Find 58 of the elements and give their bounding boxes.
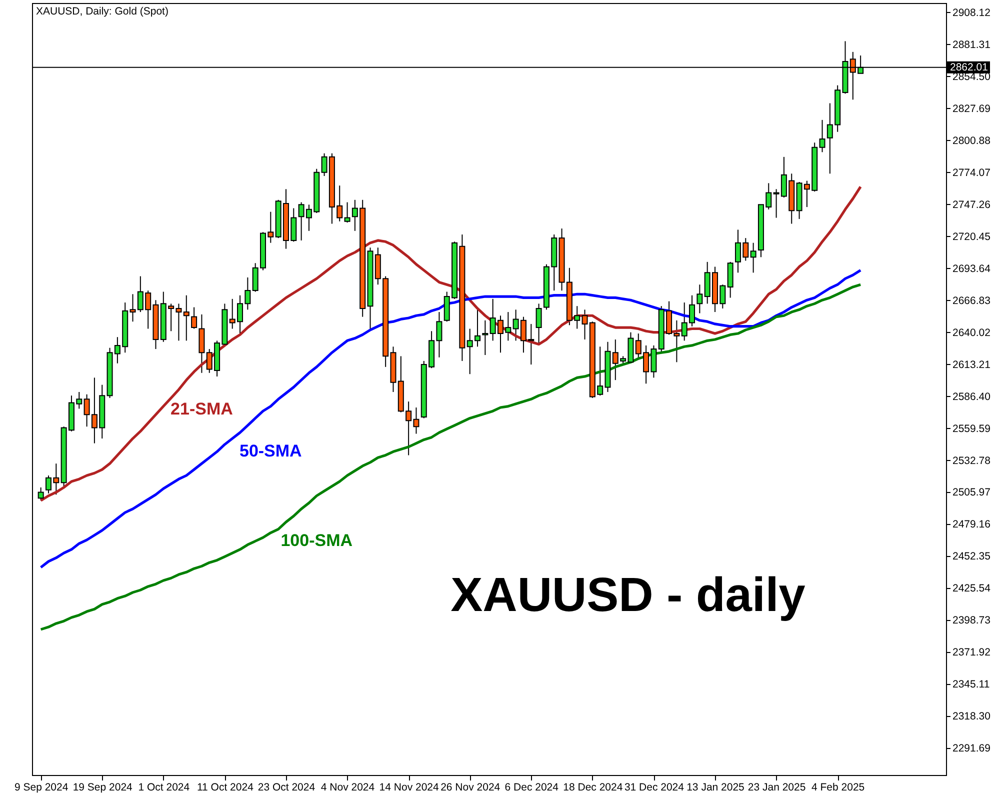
y-tick-label: 2532.78 (952, 454, 991, 467)
y-tick-label: 2666.83 (952, 294, 991, 307)
y-tick-label: 2345.11 (952, 678, 990, 691)
y-tick-label: 2908.12 (952, 6, 991, 19)
candlestick (191, 306, 198, 330)
line-series (40, 268, 862, 569)
y-tick-label: 2827.69 (952, 102, 991, 115)
x-tick-label: 19 Sep 2024 (72, 782, 133, 794)
y-tick-label: 2371.92 (952, 646, 991, 659)
candlestick (727, 261, 734, 298)
y-tick-label: 2425.54 (952, 582, 991, 595)
x-tick-label: 26 Nov 2024 (440, 782, 500, 794)
y-tick-label: 2881.31 (952, 38, 991, 51)
series-label: 21-SMA (170, 400, 233, 419)
x-tick-label: 4 Nov 2024 (320, 782, 375, 794)
y-tick-label: 2640.02 (952, 326, 991, 339)
candlestick (750, 242, 756, 274)
x-tick-label: 11 Oct 2024 (196, 782, 254, 794)
x-tick-label: 23 Jan 2025 (748, 782, 806, 794)
annotation: XAUUSD - daily (450, 569, 806, 622)
y-tick-label: 2747.26 (952, 198, 991, 211)
x-tick-label: 9 Sep 2024 (14, 782, 68, 794)
line-series (40, 283, 862, 631)
y-tick-label: 2452.35 (952, 550, 991, 563)
x-tick-label: 4 Feb 2025 (812, 782, 865, 794)
y-tick-label: 2720.45 (952, 230, 991, 243)
candlestick (344, 202, 350, 224)
x-tick-label: 18 Dec 2024 (563, 782, 623, 794)
series-label: 100-SMA (280, 530, 353, 550)
candlestick (482, 320, 488, 356)
x-tick-label: 14 Nov 2024 (379, 782, 439, 794)
candlestick (38, 486, 44, 502)
y-tick-label: 2291.69 (952, 742, 991, 754)
candlestick (696, 284, 703, 314)
x-tick-label: 31 Dec 2024 (624, 782, 684, 794)
y-tick-label: 2613.21 (952, 358, 991, 371)
chart-title: XAUUSD, Daily: Gold (Spot) (36, 6, 168, 18)
y-tick-label: 2318.30 (952, 710, 991, 723)
candlestick (536, 303, 542, 344)
y-tick-label: 2559.59 (952, 422, 991, 435)
line-series (40, 185, 862, 502)
x-tick-label: 23 Oct 2024 (258, 782, 316, 794)
y-tick-label: 2505.97 (952, 486, 991, 499)
y-tick-label: 2774.07 (952, 166, 991, 179)
candlestick (198, 314, 205, 374)
x-tick-label: 13 Jan 2025 (686, 782, 745, 794)
ref-line-label: 2862.01 (950, 61, 988, 74)
y-tick-label: 2398.73 (952, 614, 991, 627)
series-label: 50-SMA (239, 441, 302, 460)
y-tick-label: 2800.88 (952, 134, 991, 147)
y-tick-label: 2479.16 (952, 518, 991, 531)
y-tick-label: 2693.64 (952, 262, 991, 275)
candlestick (183, 294, 190, 342)
y-tick-label: 2586.40 (952, 390, 991, 403)
y-tick-label: 2854.50 (952, 70, 991, 83)
x-tick-label: 1 Oct 2024 (138, 782, 190, 794)
x-tick-label: 6 Dec 2024 (504, 782, 559, 794)
candlestick (819, 119, 826, 153)
